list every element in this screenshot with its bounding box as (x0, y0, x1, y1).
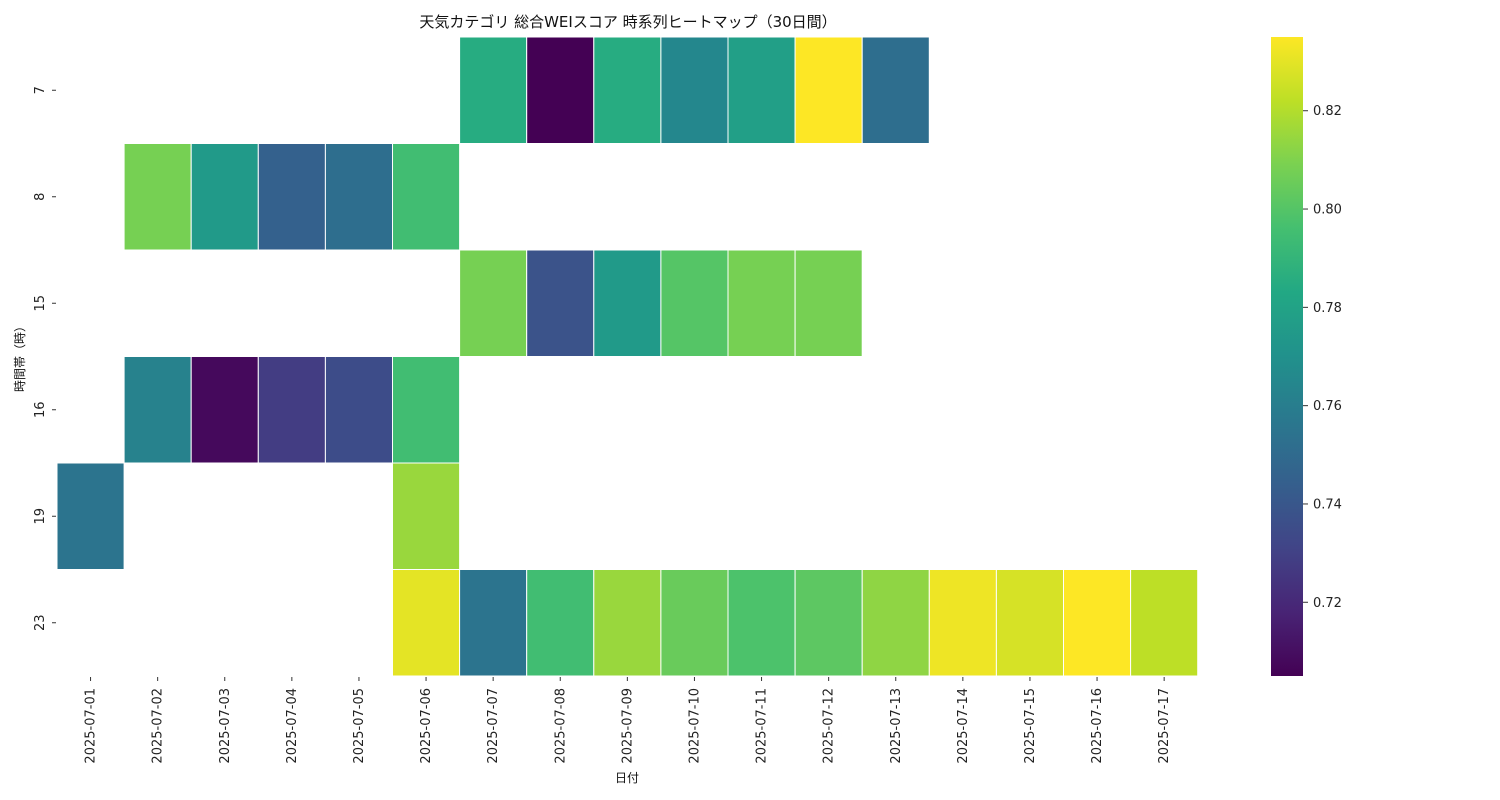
x-tick-label: 2025-07-04 (285, 688, 300, 764)
heatmap-cell (123, 143, 192, 251)
colorbar-ticks: 0.72 0.74 0.76 0.78 0.80 0.82 (1303, 104, 1342, 611)
x-tick-label: 2025-07-05 (352, 688, 367, 764)
x-tick-label: 2025-07-10 (687, 688, 702, 764)
x-tick-label: 2025-07-07 (486, 688, 501, 764)
colorbar-tick-label: 0.72 (1313, 596, 1342, 611)
x-axis-ticks: 2025-07-01 2025-07-02 2025-07-03 2025-07-04… (84, 677, 1172, 764)
colorbar (1271, 37, 1303, 676)
heatmap-cell (1063, 569, 1132, 677)
heatmap-cell (1130, 569, 1199, 677)
heatmap-cell (861, 569, 930, 677)
heatmap-cell (324, 143, 393, 251)
x-tick-label: 2025-07-16 (1090, 688, 1105, 764)
heatmap-cell (459, 249, 528, 357)
colorbar-tick-label: 0.76 (1313, 399, 1342, 414)
heatmap-cell (190, 143, 259, 251)
y-axis-ticks: 7 8 15 16 19 23 (33, 86, 56, 631)
heatmap-cell (593, 36, 662, 144)
y-axis-label: 時間帯（時） (13, 320, 27, 392)
heatmap-cell (861, 36, 930, 144)
x-tick-label: 2025-07-06 (419, 688, 434, 764)
heatmap-cell (123, 356, 192, 464)
heatmap-cell (660, 36, 729, 144)
colorbar-tick-label: 0.78 (1313, 301, 1342, 316)
heatmap-cell (794, 36, 863, 144)
heatmap-cell (593, 569, 662, 677)
colorbar-tick-label: 0.82 (1313, 104, 1342, 119)
x-tick-label: 2025-07-08 (553, 688, 568, 764)
heatmap-cell (593, 249, 662, 357)
heatmap-cell (392, 143, 461, 251)
heatmap-cell (995, 569, 1065, 677)
heatmap-cell (257, 143, 326, 251)
heatmap-cell (392, 356, 461, 464)
heatmap-cell (727, 36, 796, 144)
x-tick-label: 2025-07-01 (84, 688, 99, 764)
heatmap-cell (392, 462, 461, 570)
x-tick-label: 2025-07-14 (956, 688, 971, 764)
heatmap-cell (459, 36, 528, 144)
y-tick-label: 19 (33, 508, 48, 525)
heatmap-cells (56, 36, 1199, 677)
y-tick-label: 16 (33, 401, 48, 418)
x-tick-label: 2025-07-13 (889, 688, 904, 764)
y-tick-label: 15 (33, 295, 48, 312)
heatmap-cell (324, 356, 393, 464)
y-tick-label: 23 (33, 614, 48, 631)
heatmap-cell (257, 356, 326, 464)
heatmap-cell (727, 249, 796, 357)
heatmap-cell (660, 569, 729, 677)
heatmap-cell (526, 249, 595, 357)
chart-title: 天気カテゴリ 総合WEIスコア 時系列ヒートマップ（30日間） (419, 13, 836, 31)
colorbar-tick-label: 0.74 (1313, 497, 1342, 512)
x-tick-label: 2025-07-17 (1157, 688, 1172, 764)
y-tick-label: 7 (33, 86, 48, 94)
x-tick-label: 2025-07-02 (151, 688, 166, 764)
heatmap-cell (526, 569, 595, 677)
heatmap-cell (190, 356, 259, 464)
heatmap-cell (727, 569, 796, 677)
x-tick-label: 2025-07-11 (755, 688, 770, 764)
x-tick-label: 2025-07-12 (822, 688, 837, 764)
heatmap-cell (392, 569, 461, 677)
colorbar-tick-label: 0.80 (1313, 203, 1342, 218)
heatmap-cell (794, 249, 863, 357)
heatmap-cell (459, 569, 528, 677)
x-tick-label: 2025-07-09 (620, 688, 635, 764)
heatmap-cell (526, 36, 595, 144)
heatmap-cell (794, 569, 863, 677)
heatmap-cell (56, 462, 125, 570)
heatmap-cell (928, 569, 997, 677)
x-tick-label: 2025-07-03 (218, 688, 233, 764)
x-axis-label: 日付 (615, 771, 639, 785)
heatmap-cell (660, 249, 729, 357)
y-tick-label: 8 (33, 193, 48, 201)
x-tick-label: 2025-07-15 (1023, 688, 1038, 764)
